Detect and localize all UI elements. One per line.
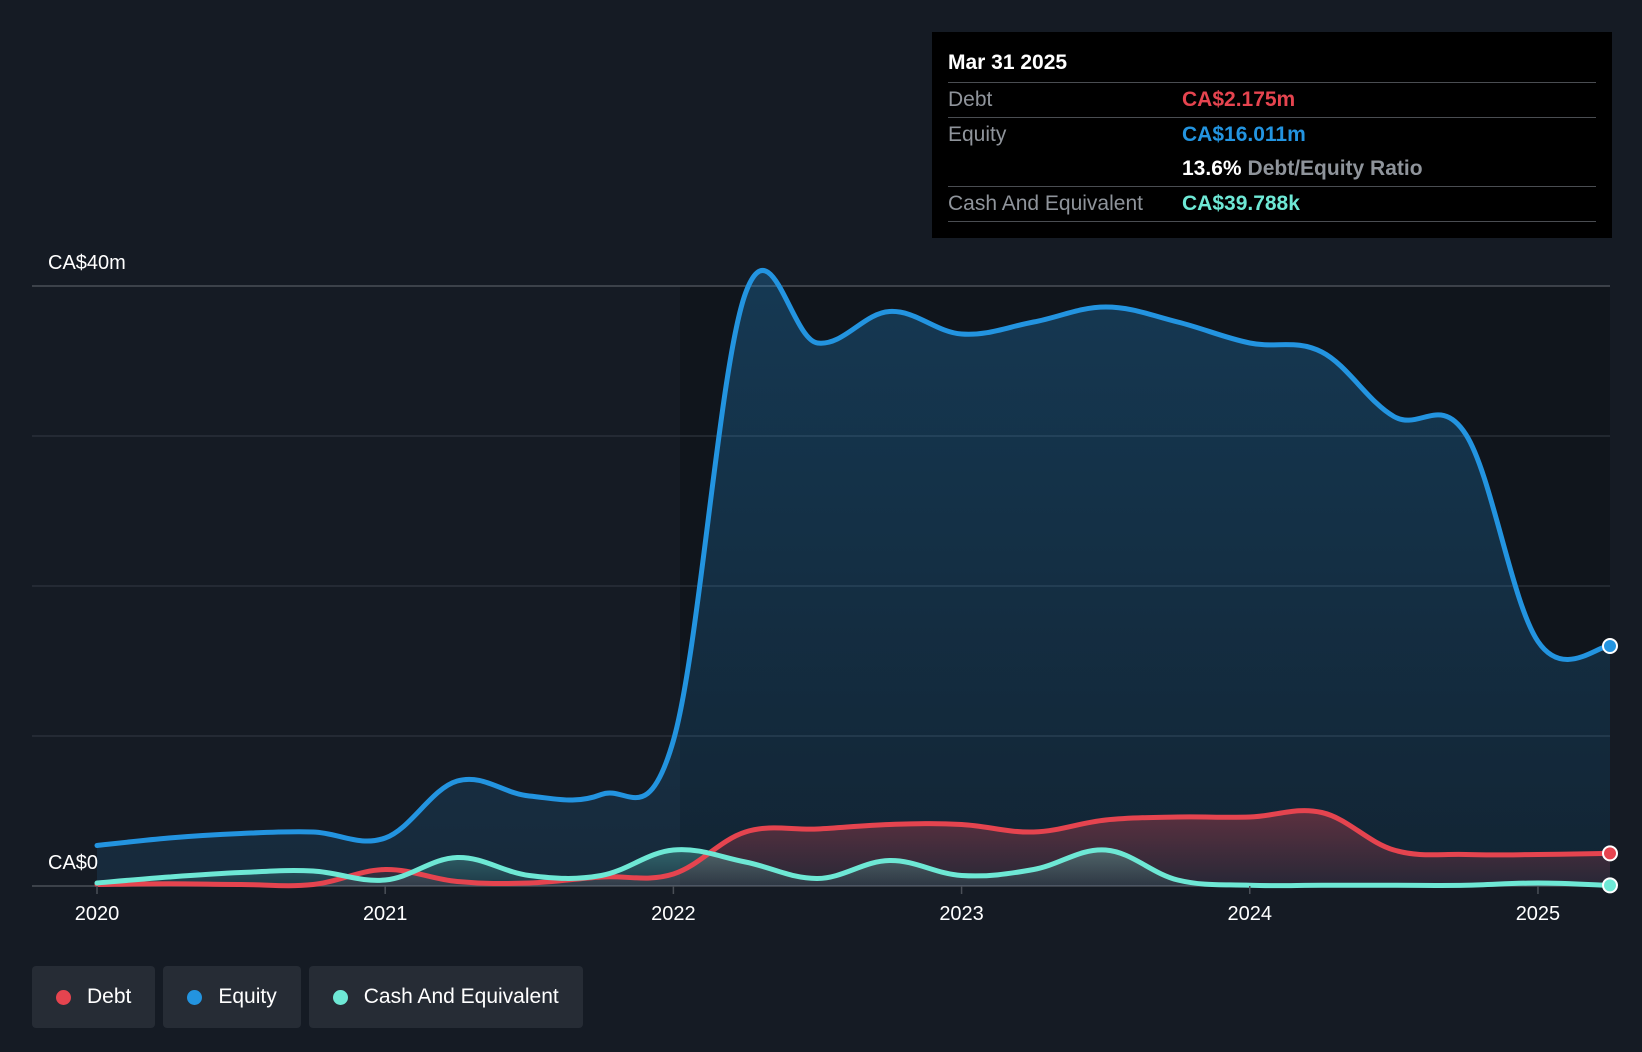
equity-dot-icon — [187, 989, 203, 1005]
x-tick-label-2022: 2022 — [651, 903, 696, 925]
tooltip-equity-label: Equity — [948, 123, 1007, 146]
y-tick-label-0: CA$0 — [48, 852, 98, 874]
tooltip-debt-label: Debt — [948, 88, 993, 111]
tooltip-row-ratio: 13.6% Debt/Equity Ratio — [948, 152, 1596, 186]
legend-item-equity[interactable]: Equity — [163, 966, 301, 1028]
legend-equity-label: Equity — [218, 985, 277, 1008]
tooltip-row-cash: Cash And Equivalent CA$39.788k — [948, 186, 1596, 222]
tooltip-debt-value: CA$2.175m — [1182, 88, 1296, 111]
y-tick-label-40: CA$40m — [48, 252, 126, 274]
tooltip-cash-label: Cash And Equivalent — [948, 192, 1143, 215]
x-tick-label-2024: 2024 — [1228, 903, 1273, 925]
legend-debt-label: Debt — [87, 985, 132, 1008]
tooltip-ratio-value: 13.6% — [1182, 157, 1242, 180]
x-tick-label-2025: 2025 — [1516, 903, 1561, 925]
tooltip-equity-value: CA$16.011m — [1182, 123, 1306, 146]
legend-item-cash[interactable]: Cash And Equivalent — [308, 966, 583, 1028]
tooltip-row-equity: Equity CA$16.011m — [948, 117, 1596, 152]
tooltip-panel: Mar 31 2025 Debt CA$2.175m Equity CA$16.… — [932, 32, 1612, 238]
cash-and-equivalent-area — [97, 849, 1610, 886]
equity-end-marker — [1602, 638, 1618, 654]
x-tick-label-2020: 2020 — [75, 903, 120, 925]
cash-and-equivalent-end-marker — [1602, 877, 1618, 894]
x-tick-label-2021: 2021 — [363, 903, 408, 925]
tooltip-date: Mar 31 2025 — [948, 51, 1068, 74]
legend-item-debt[interactable]: Debt — [32, 966, 156, 1028]
equity-area — [97, 270, 1610, 886]
cash-dot-icon — [332, 989, 348, 1005]
legend: Debt Equity Cash And Equivalent — [32, 966, 583, 1028]
tooltip-cash-value: CA$39.788k — [1182, 192, 1300, 215]
debt-area — [97, 810, 1610, 886]
debt-end-marker — [1602, 845, 1618, 862]
tooltip-row-debt: Debt CA$2.175m — [948, 82, 1596, 117]
debt-dot-icon — [56, 989, 71, 1005]
equity-line — [94, 268, 1613, 848]
cash-and-equivalent-line — [94, 847, 1613, 889]
x-tick-label-2023: 2023 — [939, 903, 984, 925]
legend-cash-label: Cash And Equivalent — [363, 985, 559, 1008]
tooltip-ratio-label: Debt/Equity Ratio — [1247, 157, 1423, 180]
